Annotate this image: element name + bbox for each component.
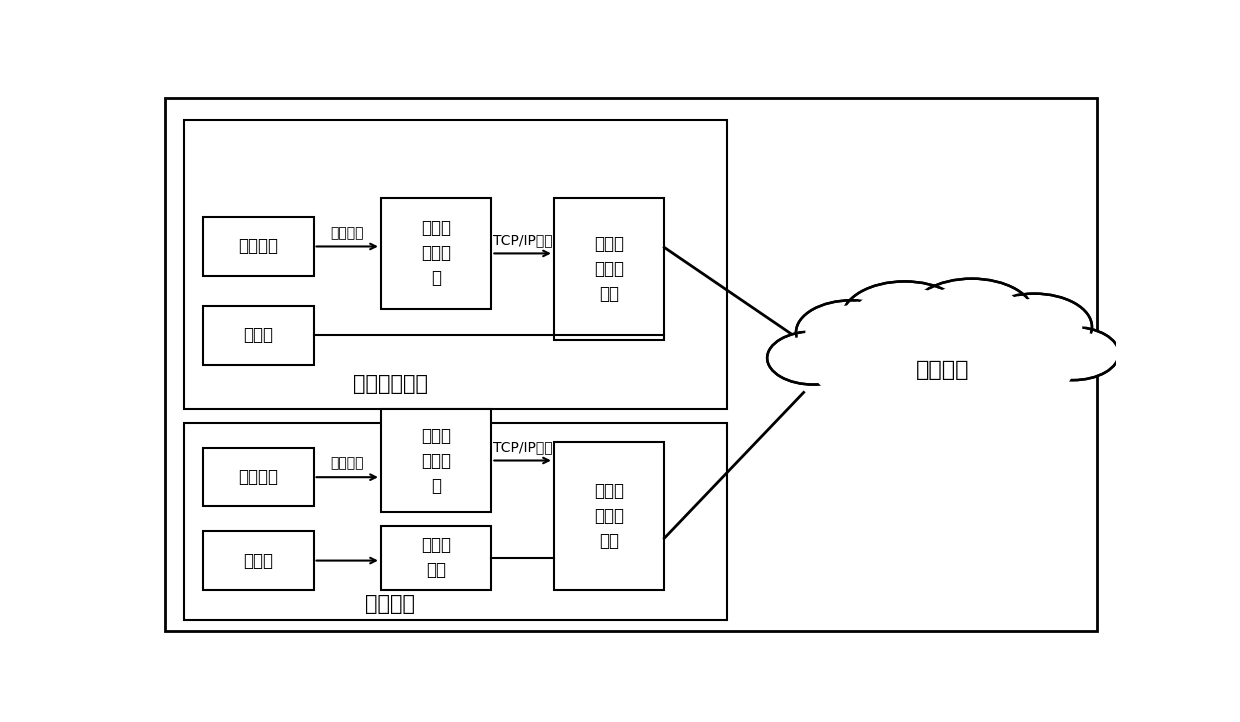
Ellipse shape — [853, 288, 956, 347]
Text: 图像解
码器: 图像解 码器 — [422, 536, 451, 579]
Text: TCP/IP数据: TCP/IP数据 — [492, 232, 552, 247]
Bar — [203, 306, 314, 365]
Text: 隧道网络: 隧道网络 — [916, 360, 970, 380]
Bar — [381, 198, 491, 309]
Ellipse shape — [987, 300, 1081, 355]
Text: 控制系统: 控制系统 — [238, 238, 278, 256]
Bar — [203, 448, 314, 506]
Ellipse shape — [773, 334, 854, 381]
Ellipse shape — [884, 336, 1002, 404]
Ellipse shape — [813, 327, 1073, 413]
Bar — [381, 526, 491, 590]
Text: 第一网
络转换
器: 第一网 络转换 器 — [422, 219, 451, 287]
Ellipse shape — [806, 306, 898, 359]
Ellipse shape — [870, 329, 1016, 412]
Bar — [381, 409, 491, 512]
Bar — [184, 423, 727, 620]
Ellipse shape — [768, 331, 859, 385]
Bar — [554, 443, 665, 590]
Text: 控制系统: 控制系统 — [238, 468, 278, 486]
Ellipse shape — [802, 304, 900, 361]
Text: 摄像头: 摄像头 — [243, 552, 273, 570]
Ellipse shape — [920, 285, 1023, 344]
Text: 总线数据: 总线数据 — [330, 226, 365, 240]
Bar — [554, 198, 665, 339]
Text: 总线数据: 总线数据 — [330, 456, 365, 471]
Ellipse shape — [983, 297, 1085, 356]
Ellipse shape — [799, 316, 1087, 413]
Ellipse shape — [1032, 330, 1114, 377]
Ellipse shape — [849, 286, 960, 349]
Ellipse shape — [842, 282, 967, 354]
Bar — [184, 120, 727, 409]
Text: TCP/IP数据: TCP/IP数据 — [492, 440, 552, 454]
Ellipse shape — [916, 283, 1027, 347]
Ellipse shape — [977, 294, 1092, 360]
Bar — [203, 217, 314, 276]
Ellipse shape — [909, 279, 1034, 351]
Ellipse shape — [796, 300, 908, 365]
Text: 控制中心: 控制中心 — [365, 593, 415, 614]
Text: 第一网
络接入
模块: 第一网 络接入 模块 — [594, 235, 624, 303]
Ellipse shape — [1035, 331, 1111, 375]
Text: 隧道工程设备: 隧道工程设备 — [352, 374, 428, 394]
Text: 第二网
络接入
模块: 第二网 络接入 模块 — [594, 482, 624, 550]
Ellipse shape — [775, 336, 851, 380]
Text: 摄像头: 摄像头 — [243, 326, 273, 344]
Ellipse shape — [1027, 327, 1118, 380]
Text: 第二网
络转换
器: 第二网 络转换 器 — [422, 427, 451, 495]
Ellipse shape — [879, 334, 1007, 406]
Bar — [203, 531, 314, 590]
